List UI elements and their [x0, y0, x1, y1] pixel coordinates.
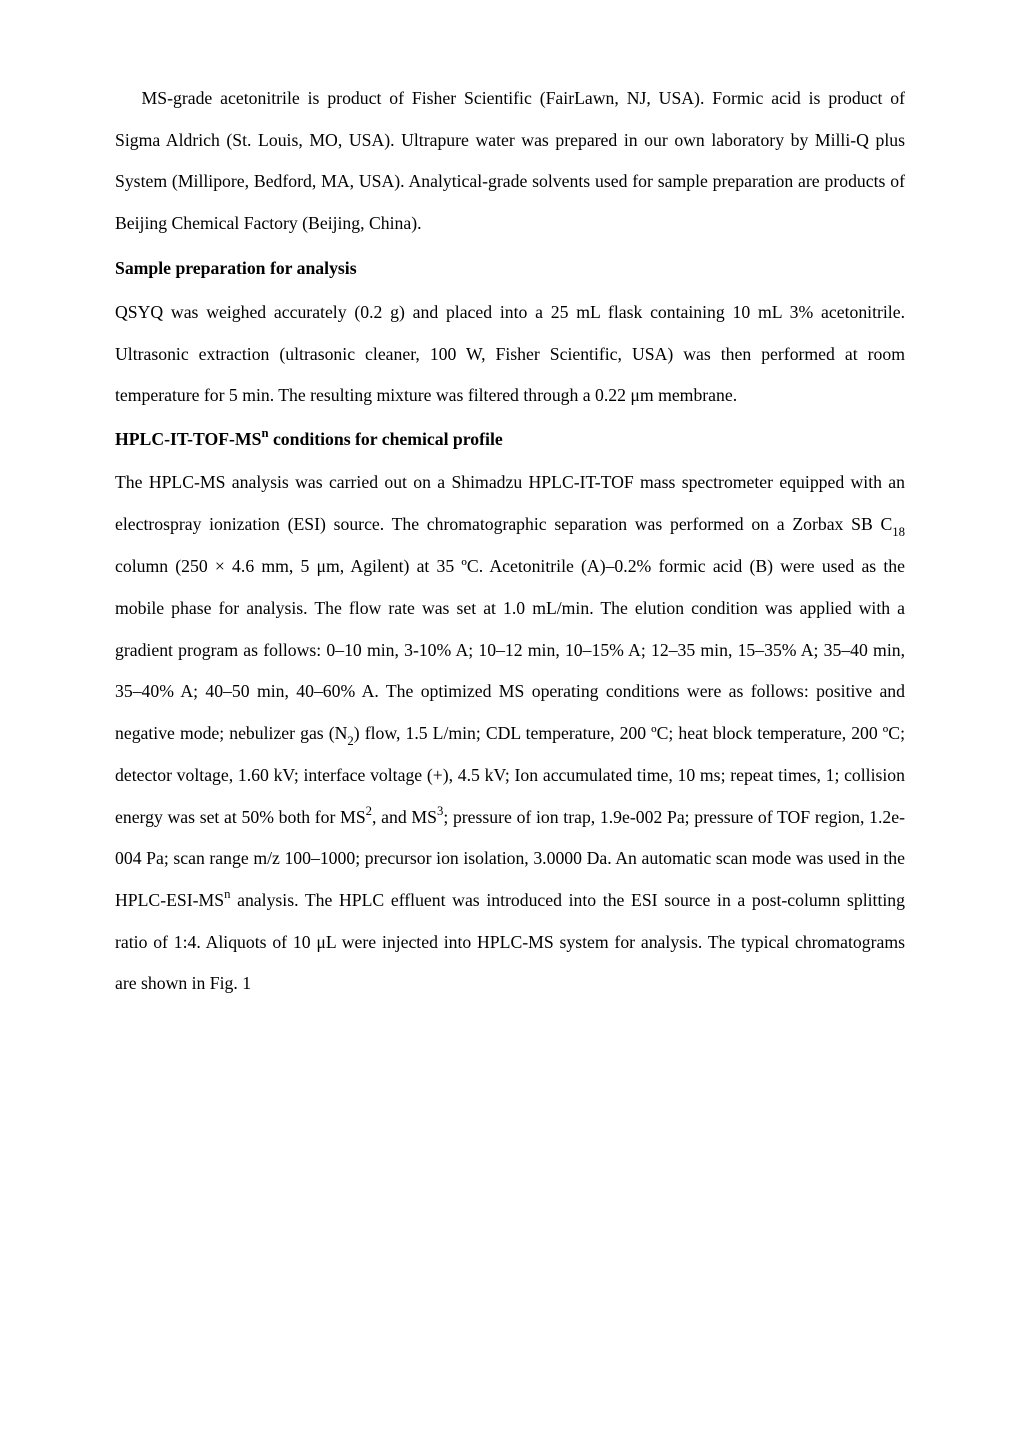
heading-hplc-suffix: conditions for chemical profile — [269, 429, 503, 449]
hplc-s4: , and MS — [372, 807, 437, 827]
heading-hplc-sup: n — [261, 426, 268, 440]
hplc-s2: column (250 × 4.6 mm, 5 μm, Agilent) at … — [115, 556, 905, 742]
sample-prep-paragraph: QSYQ was weighed accurately (0.2 g) and … — [115, 292, 905, 417]
hplc-sup-ms2: 2 — [366, 804, 372, 818]
hplc-s6: analysis. The HPLC effluent was introduc… — [115, 890, 905, 993]
heading-hplc-prefix: HPLC-IT-TOF-MS — [115, 429, 261, 449]
hplc-s1: The HPLC-MS analysis was carried out on … — [115, 472, 905, 534]
heading-hplc-conditions: HPLC-IT-TOF-MSn conditions for chemical … — [115, 419, 905, 461]
intro-paragraph: MS-grade acetonitrile is product of Fish… — [115, 78, 905, 244]
hplc-sup-msn: n — [224, 887, 230, 901]
hplc-sub-n2: 2 — [347, 734, 353, 748]
hplc-sub-c18: 18 — [892, 525, 905, 539]
hplc-sup-ms3: 3 — [437, 804, 443, 818]
page: MS-grade acetonitrile is product of Fish… — [0, 0, 1020, 1443]
hplc-paragraph: The HPLC-MS analysis was carried out on … — [115, 462, 905, 1005]
heading-sample-prep: Sample preparation for analysis — [115, 248, 905, 290]
